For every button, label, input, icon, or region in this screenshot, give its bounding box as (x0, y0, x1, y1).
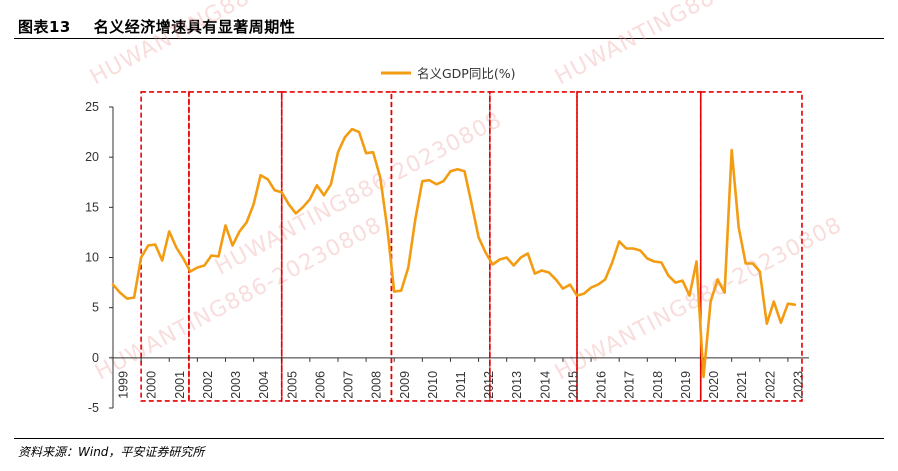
x-tick-label: 2019 (679, 371, 693, 399)
y-tick-label: 10 (85, 251, 99, 265)
watermark-text: HUWANTING886-20230808 (91, 213, 386, 386)
y-tick-label: -5 (88, 401, 99, 415)
y-tick-label: 5 (92, 301, 99, 315)
x-tick-label: 2002 (201, 371, 215, 399)
cycle-box-2 (188, 91, 283, 402)
cycle-boxes (140, 91, 803, 402)
figure-title-text: 名义经济增速具有显著周期性 (93, 18, 296, 36)
x-tick-label: 2007 (342, 371, 356, 399)
x-tick-label: 2018 (651, 371, 665, 399)
series-layer (111, 127, 797, 379)
x-tick-label: 2013 (510, 371, 524, 399)
watermark-text: HUWANTING886-20230808 (86, 0, 381, 90)
series-line-1 (111, 127, 797, 379)
x-tick-label: 2003 (229, 371, 243, 399)
watermark-text: HUWANTING886-20230808 (551, 0, 846, 90)
x-tick-label: 2001 (173, 371, 187, 399)
y-tick-label: 25 (85, 100, 99, 114)
y-tick-label: 0 (92, 351, 99, 365)
legend: 名义GDP同比(%) (381, 66, 515, 81)
x-tick-label: 2006 (313, 371, 327, 399)
legend-label: 名义GDP同比(%) (417, 66, 515, 81)
figure-footer: 资料来源：Wind，平安证券研究所 (14, 438, 884, 463)
y-tick-label: 15 (85, 200, 99, 214)
figure-header: 图表13 名义经济增速具有显著周期性 (14, 14, 884, 39)
source-note: 资料来源：Wind，平安证券研究所 (18, 445, 205, 459)
x-tick-label: 2016 (595, 371, 609, 399)
x-tick-label: 2015 (566, 371, 580, 399)
x-tick-label: 2021 (735, 371, 749, 399)
x-tick-label: 2004 (257, 371, 271, 399)
watermark-layer: HUWANTING886-20230808 HUWANTING886-202308… (86, 0, 846, 385)
figure-label: 图表13 (18, 18, 71, 36)
x-tick-label: 2012 (482, 371, 496, 399)
x-tick-label: 2009 (398, 371, 412, 399)
cycle-box-7 (699, 91, 803, 402)
cycle-box-5 (489, 91, 578, 402)
axes: -5 0 5 10 15 20 25 1999 2000 2001 2002 2003 2004 2005… (85, 100, 809, 415)
x-tick-label: 2008 (370, 371, 384, 399)
x-tick-label: 2020 (707, 371, 721, 399)
figure-title: 图表13 名义经济增速具有显著周期性 (18, 16, 295, 37)
cycle-box-4 (390, 91, 491, 402)
x-tick-label: 2000 (145, 371, 159, 399)
x-tick-label: 2022 (763, 371, 777, 399)
x-tick-label: 2023 (791, 371, 805, 399)
x-tick-label: 2005 (285, 371, 299, 399)
x-tick-label: 2017 (623, 371, 637, 399)
x-tick-label: 2014 (538, 371, 552, 399)
x-tick-label: 2010 (426, 371, 440, 399)
x-tick-label: 1999 (117, 371, 131, 399)
y-tick-label: 20 (85, 150, 99, 164)
x-tick-label: 2011 (454, 371, 468, 398)
